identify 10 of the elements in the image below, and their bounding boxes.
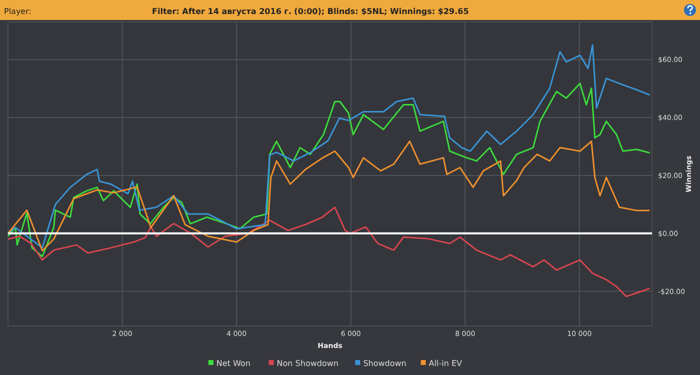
legend-label: All-in EV [428,359,462,368]
text: Player: [4,7,32,16]
legend-label: Net Won [216,359,250,368]
chart-title: Filter: After 14 августа 2016 г. (0:00); Blinds: $5NL; Winnings: $29.65 [152,7,470,16]
line-series [7,44,650,249]
legend-label: Non Showdown [276,359,338,368]
line-series [7,206,650,298]
line-series [7,140,650,252]
legend-label: Showdown [363,359,406,368]
line-series [7,82,650,258]
